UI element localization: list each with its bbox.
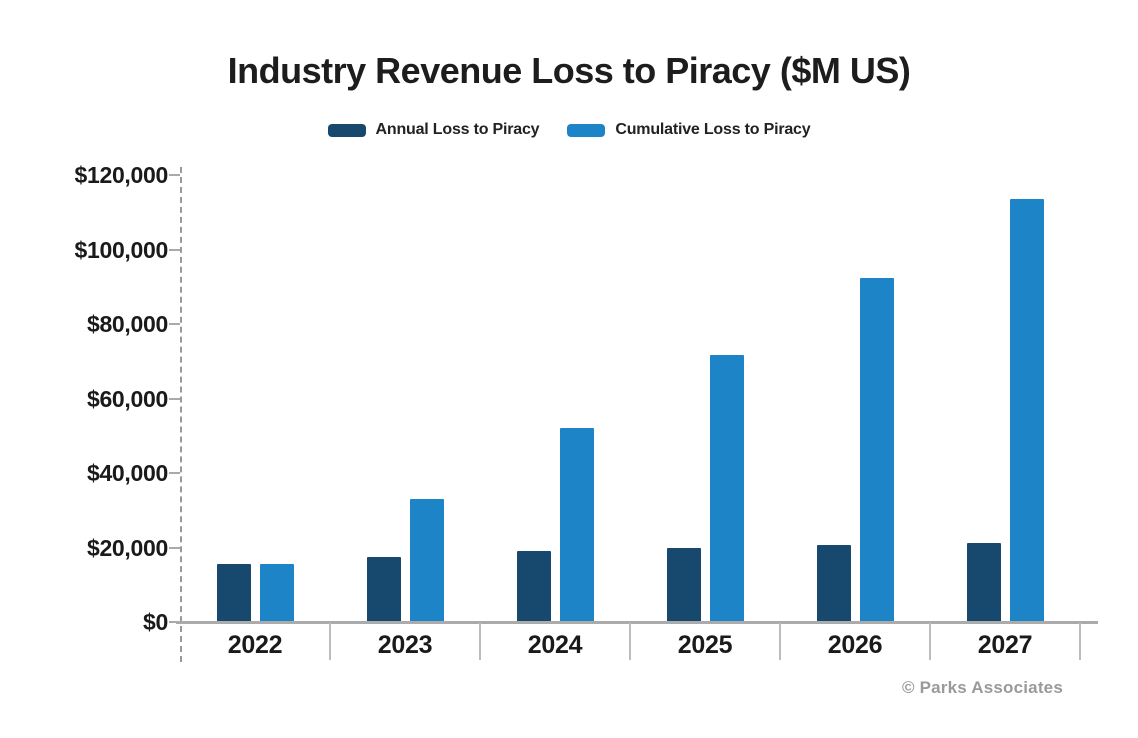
bar-group-2022 <box>180 175 330 622</box>
x-axis-separator <box>479 623 481 660</box>
x-axis-label-2023: 2023 <box>377 631 433 659</box>
y-axis-label: $0 <box>143 609 168 635</box>
x-axis-separator <box>779 623 781 660</box>
x-axis-label-2024: 2024 <box>527 631 583 659</box>
y-axis-tick <box>169 621 180 623</box>
bar-group-2024 <box>480 175 630 622</box>
bar-annual-2024 <box>516 551 551 622</box>
x-axis-label-2022: 2022 <box>227 631 283 659</box>
bar-cumulative-2024 <box>559 428 594 622</box>
legend-label-annual: Annual Loss to Piracy <box>375 121 540 138</box>
bar-cumulative-2022 <box>259 564 294 622</box>
bar-annual-2025 <box>666 548 701 622</box>
bar-cumulative-2026 <box>859 277 894 622</box>
bar-cumulative-2027 <box>1009 198 1044 622</box>
x-axis-separator <box>629 623 631 660</box>
y-axis-dashed-line <box>180 167 182 662</box>
y-axis-label: $40,000 <box>86 460 168 486</box>
legend-swatch-annual-icon <box>327 123 366 137</box>
bar-annual-2026 <box>816 545 851 622</box>
bar-annual-2027 <box>966 542 1001 622</box>
x-axis-label-2025: 2025 <box>677 631 733 659</box>
y-axis-label: $60,000 <box>86 385 168 412</box>
y-axis-tick <box>169 546 180 549</box>
bar-group-2026 <box>780 175 930 622</box>
x-axis-label-2027: 2027 <box>977 631 1033 659</box>
bar-group-2023 <box>330 175 480 622</box>
copyright-credit: © Parks Associates <box>901 678 1063 697</box>
x-axis-line <box>176 621 1098 624</box>
legend-item-annual: Annual Loss to Piracy <box>327 121 540 139</box>
bar-annual-2023 <box>366 556 401 622</box>
bar-cumulative-2023 <box>409 499 444 622</box>
y-axis-tick <box>169 397 180 400</box>
y-axis-label: $20,000 <box>86 534 168 561</box>
y-axis-tick <box>169 323 180 325</box>
y-axis-tick <box>169 472 180 474</box>
x-axis-separator <box>929 623 931 660</box>
y-axis-tick <box>169 248 180 251</box>
legend-swatch-cumulative-icon <box>567 123 606 137</box>
bar-group-2025 <box>630 175 780 622</box>
legend: Annual Loss to Piracy Cumulative Loss to… <box>0 121 1138 139</box>
y-axis-label: $80,000 <box>86 311 168 337</box>
y-axis-label: $120,000 <box>74 162 168 188</box>
y-axis-tick <box>169 174 180 176</box>
legend-item-cumulative: Cumulative Loss to Piracy <box>567 121 811 139</box>
bar-annual-2022 <box>216 564 251 622</box>
bar-group-2027 <box>930 175 1080 622</box>
x-axis-separator <box>1079 623 1081 660</box>
x-axis-separator <box>329 623 331 660</box>
legend-label-cumulative: Cumulative Loss to Piracy <box>615 121 811 138</box>
x-axis-label-2026: 2026 <box>827 631 883 659</box>
bar-cumulative-2025 <box>709 354 744 622</box>
chart-title: Industry Revenue Loss to Piracy ($M US) <box>227 50 911 91</box>
y-axis-label: $100,000 <box>74 236 168 263</box>
